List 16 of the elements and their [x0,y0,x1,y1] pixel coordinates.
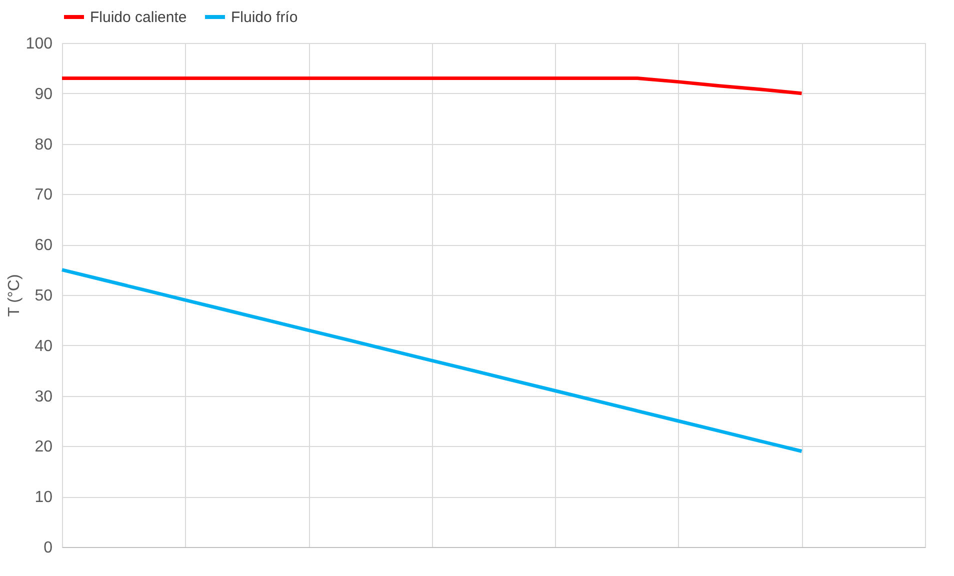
y-tick-label: 20 [34,438,53,456]
y-tick-label: 40 [34,338,53,355]
y-tick-label: 10 [34,489,53,506]
y-tick-label: 0 [44,540,53,556]
line-series [60,268,804,453]
y-tick-label: 30 [34,388,53,406]
y-axis-title: T (°C) [6,274,23,317]
y-tick-label: 100 [26,36,53,52]
y-tick-label: 90 [34,86,53,103]
y-tick-label: 80 [34,136,53,154]
y-tick-label: 50 [34,288,53,304]
y-tick-label: 70 [34,186,53,204]
legend-label: Fluido caliente [90,9,187,26]
legend-label: Fluido frío [231,9,298,26]
y-tick-label: 60 [34,237,53,254]
line-series [60,76,804,96]
